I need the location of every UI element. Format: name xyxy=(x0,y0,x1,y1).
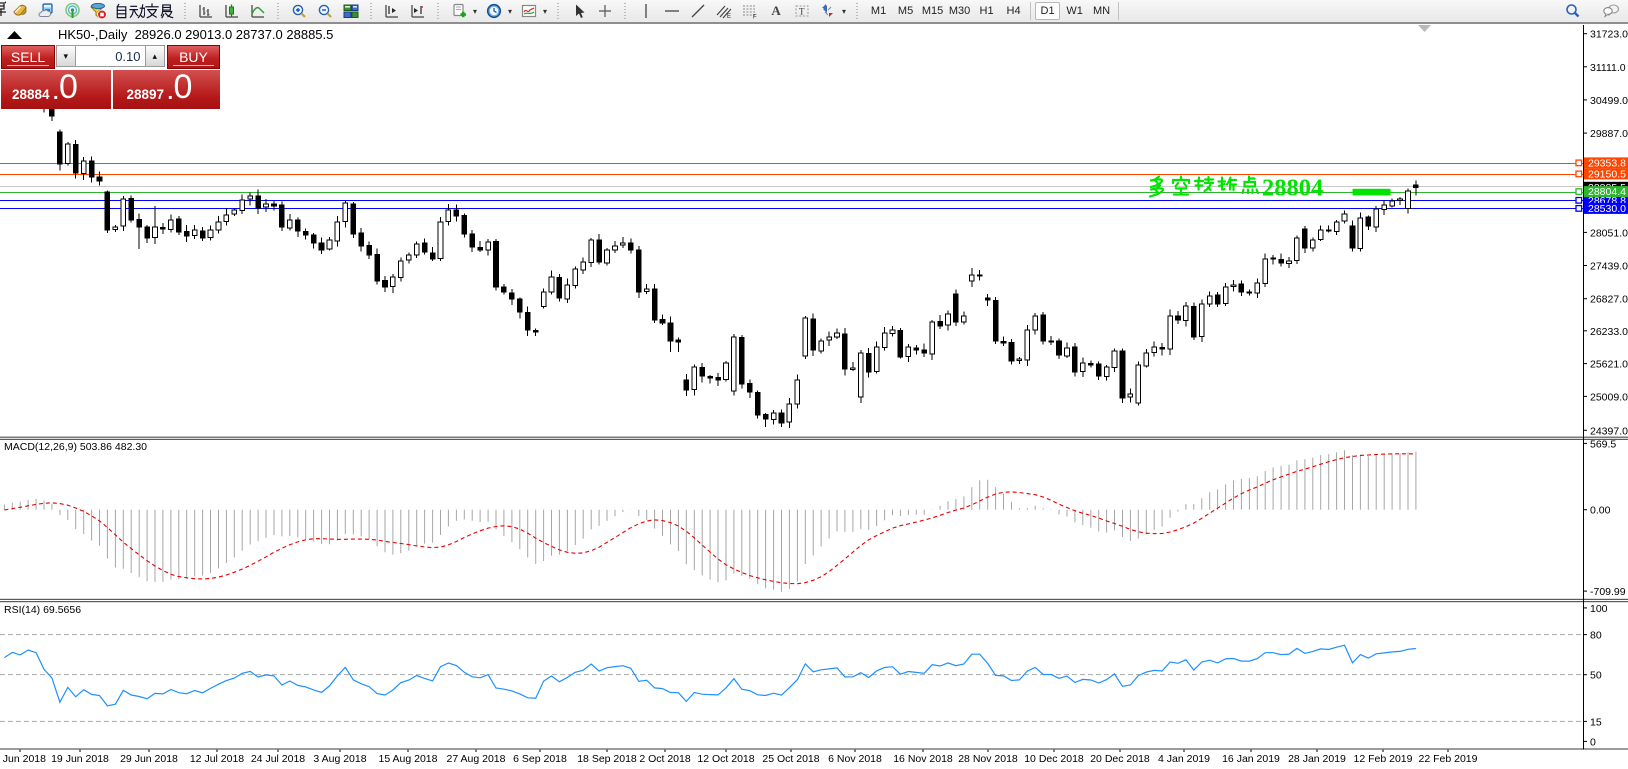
svg-text:29353.8: 29353.8 xyxy=(1588,157,1626,169)
svg-text:16 Jan 2019: 16 Jan 2019 xyxy=(1222,753,1280,765)
svg-text:24 Jul 2018: 24 Jul 2018 xyxy=(251,753,305,765)
svg-text:MACD(12,26,9) 503.86 482.30: MACD(12,26,9) 503.86 482.30 xyxy=(4,441,147,453)
svg-text:0: 0 xyxy=(1590,736,1596,748)
svg-text:5 Jun 2018: 5 Jun 2018 xyxy=(0,753,46,765)
svg-text:28530.0: 28530.0 xyxy=(1588,203,1626,215)
svg-text:29 Jun 2018: 29 Jun 2018 xyxy=(120,753,178,765)
svg-text:6 Sep 2018: 6 Sep 2018 xyxy=(513,753,567,765)
svg-text:25009.0: 25009.0 xyxy=(1590,391,1628,403)
svg-text:27439.0: 27439.0 xyxy=(1590,261,1628,273)
svg-text:27 Aug 2018: 27 Aug 2018 xyxy=(447,753,506,765)
svg-text:31723.0: 31723.0 xyxy=(1590,29,1628,41)
svg-text:RSI(14) 69.5656: RSI(14) 69.5656 xyxy=(4,604,81,616)
svg-text:15: 15 xyxy=(1590,716,1602,728)
svg-text:26233.0: 26233.0 xyxy=(1590,326,1628,338)
svg-text:25621.0: 25621.0 xyxy=(1590,359,1628,371)
svg-text:12 Jul 2018: 12 Jul 2018 xyxy=(190,753,244,765)
svg-text:18 Sep 2018: 18 Sep 2018 xyxy=(577,753,637,765)
svg-text:29150.5: 29150.5 xyxy=(1588,168,1626,180)
svg-text:30499.0: 30499.0 xyxy=(1590,95,1628,107)
svg-text:0.00: 0.00 xyxy=(1590,505,1611,517)
svg-text:10 Dec 2018: 10 Dec 2018 xyxy=(1024,753,1084,765)
svg-text:2 Oct 2018: 2 Oct 2018 xyxy=(639,753,691,765)
svg-text:100: 100 xyxy=(1590,603,1608,615)
svg-text:E: E xyxy=(727,14,731,20)
svg-text:26827.0: 26827.0 xyxy=(1590,294,1628,306)
svg-text:20 Dec 2018: 20 Dec 2018 xyxy=(1090,753,1150,765)
svg-text:29887.0: 29887.0 xyxy=(1590,128,1628,140)
svg-text:28 Jan 2019: 28 Jan 2019 xyxy=(1288,753,1346,765)
svg-text:80: 80 xyxy=(1590,630,1602,642)
svg-text:T: T xyxy=(799,6,805,16)
svg-text:19 Jun 2018: 19 Jun 2018 xyxy=(51,753,109,765)
svg-text:25 Oct 2018: 25 Oct 2018 xyxy=(762,753,819,765)
svg-text:569.5: 569.5 xyxy=(1590,438,1616,450)
svg-text:50: 50 xyxy=(1590,670,1602,682)
svg-text:28804.4: 28804.4 xyxy=(1588,186,1626,198)
svg-text:12 Oct 2018: 12 Oct 2018 xyxy=(697,753,754,765)
svg-text:31111.0: 31111.0 xyxy=(1590,62,1626,74)
svg-text:3 Aug 2018: 3 Aug 2018 xyxy=(313,753,366,765)
svg-text:28051.0: 28051.0 xyxy=(1590,227,1628,239)
svg-text:16 Nov 2018: 16 Nov 2018 xyxy=(893,753,953,765)
svg-text:28 Nov 2018: 28 Nov 2018 xyxy=(958,753,1018,765)
svg-text:-709.99: -709.99 xyxy=(1590,586,1626,598)
svg-text:24397.0: 24397.0 xyxy=(1590,425,1628,437)
svg-text:12 Feb 2019: 12 Feb 2019 xyxy=(1354,753,1413,765)
svg-text:6 Nov 2018: 6 Nov 2018 xyxy=(828,753,882,765)
svg-text:28804: 28804 xyxy=(1262,175,1323,202)
svg-text:15 Aug 2018: 15 Aug 2018 xyxy=(379,753,438,765)
svg-text:HK50-,Daily 28926.0 29013.0 2: HK50-,Daily 28926.0 29013.0 28737.0 2888… xyxy=(58,27,333,42)
svg-text:4 Jan 2019: 4 Jan 2019 xyxy=(1158,753,1210,765)
svg-text:F: F xyxy=(753,14,757,20)
svg-text:22 Feb 2019: 22 Feb 2019 xyxy=(1419,753,1478,765)
